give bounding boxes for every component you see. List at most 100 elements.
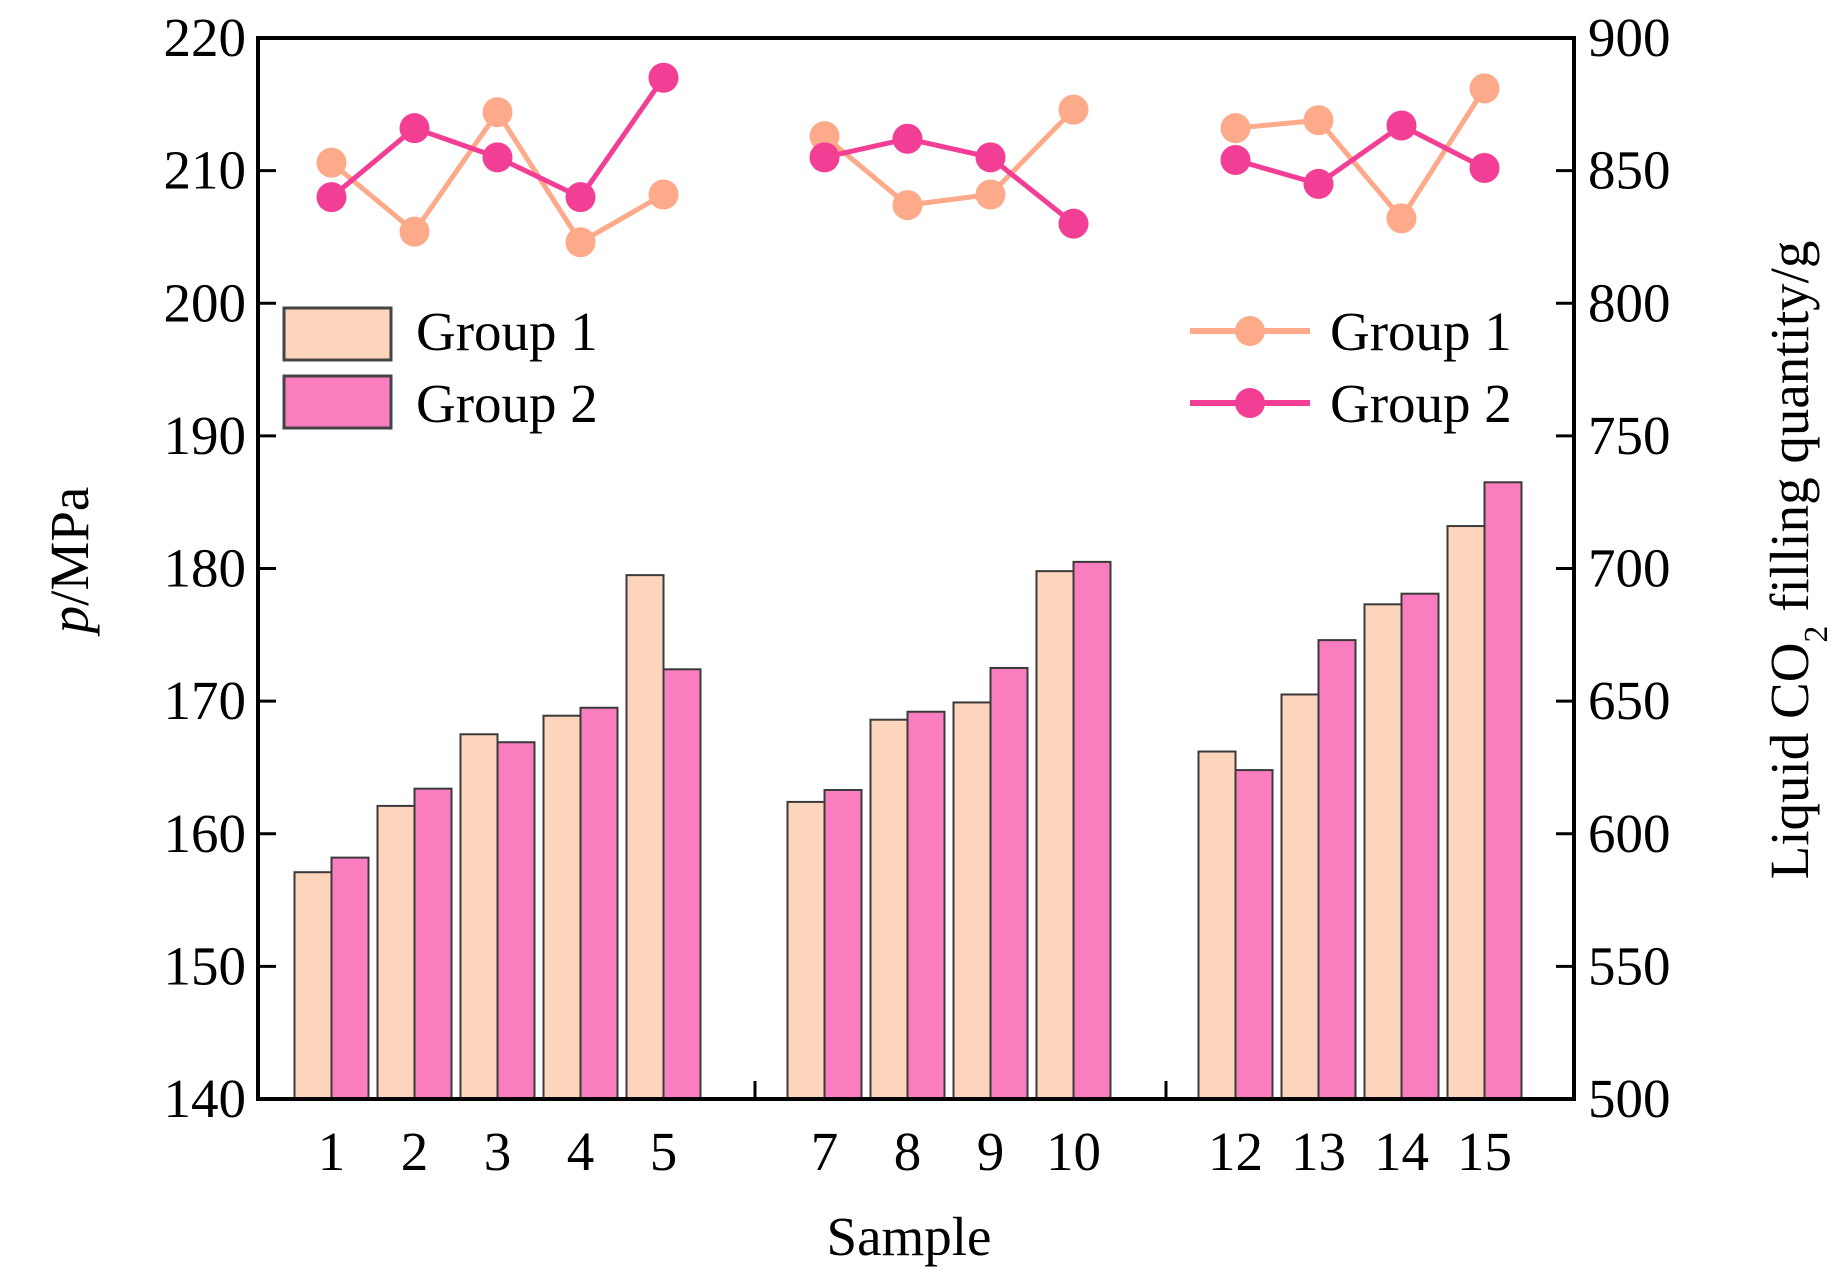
bar-group-1-sample-7 [786,800,826,1100]
right-tick-label: 800 [1588,272,1671,333]
right-tick-label: 900 [1588,7,1671,68]
point-group-1-sample-7 [809,121,840,152]
line-legend: Group 1 Group 2 [1190,301,1512,434]
bar-group-1-sample-2 [376,804,416,1100]
line-group-1-segment-2 [822,107,1076,208]
legend-marker-group-1 [1235,316,1265,346]
bar-group-2-sample-14 [1400,592,1440,1100]
bar-group-2-sample-15 [1483,481,1523,1100]
left-axis-title-unit: /MPa [39,487,100,606]
left-tick-label: 170 [164,670,247,731]
x-tick-label: 8 [894,1121,922,1182]
bar-group-2-sample-1 [330,856,370,1100]
left-tick-label: 210 [164,140,247,201]
right-axis-title-post: filling quantity/g [1759,241,1820,626]
bar-group-2-sample-12 [1234,769,1274,1101]
point-group-2-sample-10 [1058,208,1089,239]
bar-group-1-sample-1 [293,871,333,1100]
bar-group-2-sample-5 [662,668,702,1100]
legend-swatch-bar-group-2 [282,374,393,430]
point-group-1-sample-4 [565,227,596,258]
right-tick-label: 700 [1588,538,1671,599]
point-group-2-sample-3 [482,142,513,173]
bar-group-2-sample-7 [823,788,863,1100]
legend-label-line-group-1: Group 1 [1330,301,1512,362]
point-group-1-sample-15 [1469,73,1500,104]
point-group-1-sample-10 [1058,94,1089,125]
point-group-2-sample-5 [648,62,679,93]
bar-group-1-sample-14 [1363,603,1403,1101]
left-axis-title-symbol: p [39,606,100,638]
left-tick-label: 200 [164,272,247,333]
point-group-2-sample-7 [809,142,840,173]
right-axis-title: Liquid CO2 filling quantity/g [1759,241,1835,880]
axes-layer: 1401501601701801902002102205005506006507… [164,7,1671,1182]
bar-group-1-sample-8 [869,718,909,1100]
bar-group-2-sample-8 [906,710,946,1100]
x-tick-label: 2 [401,1121,429,1182]
legend-swatch-bar-group-1 [282,306,393,362]
bars-layer [293,481,1523,1101]
right-axis-title-subscript: 2 [1798,626,1835,643]
bar-group-1-sample-12 [1197,750,1237,1101]
right-tick-label: 600 [1588,803,1671,864]
x-tick-label: 1 [318,1121,346,1182]
right-tick-label: 550 [1588,935,1671,996]
right-tick-label: 650 [1588,670,1671,731]
legend-label-bar-group-1: Group 1 [416,301,598,362]
bar-group-2-sample-10 [1072,560,1112,1100]
bar-group-2-sample-3 [496,741,536,1101]
x-tick-label: 5 [650,1121,678,1182]
bar-group-1-sample-9 [952,701,992,1100]
point-group-2-sample-13 [1303,168,1334,199]
lines-layer [316,62,1500,258]
point-group-1-sample-12 [1220,113,1251,144]
x-tick-label: 9 [977,1121,1005,1182]
point-group-2-sample-15 [1469,152,1500,183]
legend-marker-group-2 [1235,388,1265,418]
point-group-1-sample-1 [316,147,347,178]
point-group-2-sample-4 [565,182,596,213]
x-tick-label: 14 [1374,1121,1429,1182]
legend-label-line-group-2: Group 2 [1330,373,1512,434]
left-tick-label: 160 [164,803,247,864]
line-group-1-segment-1 [329,107,665,246]
left-tick-label: 150 [164,935,247,996]
left-tick-label: 220 [164,7,247,68]
bar-group-1-sample-4 [542,714,582,1100]
bar-group-2-sample-13 [1317,639,1357,1100]
point-group-1-sample-3 [482,97,513,128]
bar-group-1-sample-13 [1280,693,1320,1101]
x-tick-label: 10 [1046,1121,1101,1182]
x-tick-label: 3 [484,1121,512,1182]
point-group-1-sample-2 [399,216,430,247]
point-group-2-sample-9 [975,142,1006,173]
x-axis-title: Sample [827,1206,992,1267]
bar-group-1-sample-15 [1446,525,1486,1100]
x-tick-label: 15 [1457,1121,1512,1182]
line-group-2-segment-1 [329,76,666,201]
bar-group-2-sample-9 [989,666,1029,1100]
point-group-1-sample-13 [1303,105,1334,136]
legend-label-bar-group-2: Group 2 [416,373,598,434]
right-tick-label: 850 [1588,140,1671,201]
left-axis-title: p/MPa [39,487,100,638]
bar-group-1-sample-5 [625,574,665,1100]
left-tick-label: 180 [164,538,247,599]
point-group-1-sample-5 [648,179,679,210]
bar-group-1-sample-10 [1035,570,1075,1100]
point-group-2-sample-2 [399,113,430,144]
point-group-2-sample-8 [892,123,923,154]
right-axis-title-pre: Liquid CO [1759,643,1820,880]
x-tick-label: 13 [1291,1121,1346,1182]
bar-group-2-sample-4 [579,706,619,1100]
point-group-1-sample-8 [892,190,923,221]
x-tick-label: 4 [567,1121,595,1182]
point-group-2-sample-1 [316,182,347,213]
bar-group-1-sample-3 [459,733,499,1100]
left-tick-label: 140 [164,1068,247,1129]
bar-group-2-sample-2 [413,787,453,1100]
line-group-2-segment-3 [1234,122,1486,187]
line-group-2-segment-2 [823,136,1076,226]
